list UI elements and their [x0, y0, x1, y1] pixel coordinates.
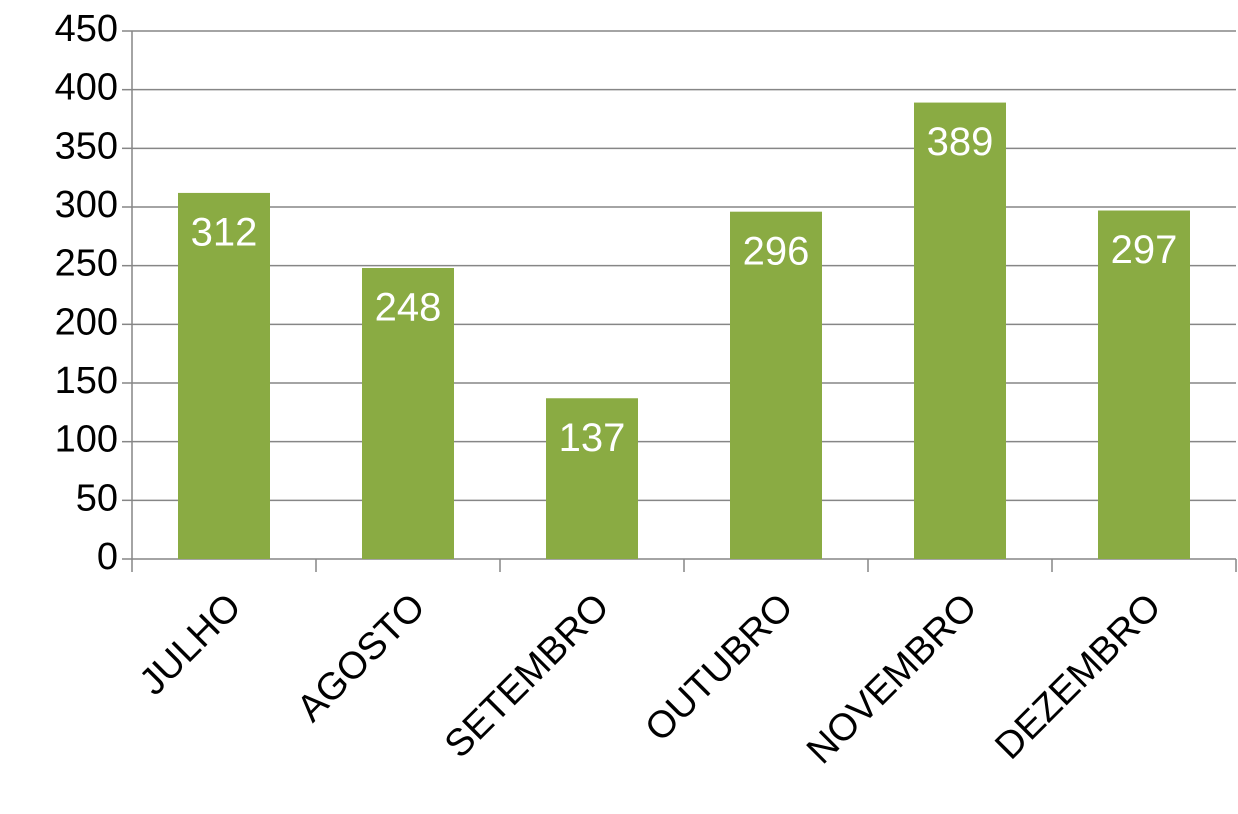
x-tick-label: NOVEMBRO [799, 586, 985, 772]
y-tick-label: 250 [55, 243, 118, 285]
y-tick-label: 200 [55, 301, 118, 343]
x-tick-label: OUTUBRO [637, 586, 801, 750]
y-tick-label: 350 [55, 125, 118, 167]
y-tick-label: 50 [76, 477, 118, 519]
y-tick-label: 450 [55, 8, 118, 50]
x-tick-label: DEZEMBRO [987, 586, 1169, 768]
y-tick-label: 300 [55, 184, 118, 226]
bar [546, 398, 638, 559]
bar [178, 192, 270, 560]
y-tick-label: 400 [55, 67, 118, 109]
data-label: 296 [743, 229, 810, 273]
bar [362, 268, 454, 559]
x-tick-label: SETEMBRO [437, 586, 617, 766]
data-label: 389 [927, 120, 994, 164]
data-label: 297 [1111, 228, 1178, 272]
y-tick-label: 0 [97, 536, 118, 578]
data-label: 137 [559, 416, 626, 460]
data-label: 248 [375, 286, 442, 330]
y-tick-label: 150 [55, 360, 118, 402]
bar [914, 102, 1006, 559]
y-tick-label: 100 [55, 419, 118, 461]
bar [1098, 210, 1190, 559]
x-tick-label: AGOSTO [289, 586, 433, 730]
x-tick-label: JULHO [132, 586, 250, 704]
data-label: 312 [191, 210, 258, 254]
bar [730, 211, 822, 559]
